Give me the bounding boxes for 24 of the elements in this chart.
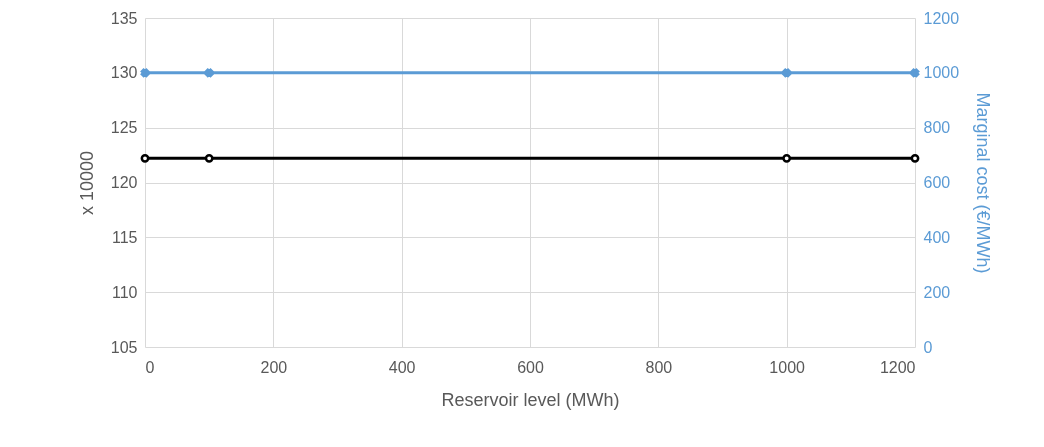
x-tick-label: 1000 <box>769 358 806 376</box>
x-tick-label: 400 <box>388 358 416 376</box>
y2-tick-label: 1000 <box>923 64 960 82</box>
y2-axis-title: Marginal cost (€/MWh) <box>973 92 994 274</box>
y2-tick-label: 1200 <box>923 9 960 27</box>
y2-tick-label: 800 <box>923 119 951 137</box>
y-tick-label: 125 <box>110 119 138 137</box>
y2-tick-label: 400 <box>923 228 951 246</box>
y-tick-label: 135 <box>110 9 138 27</box>
x-tick-label: 200 <box>260 358 288 376</box>
y-tick-label: 105 <box>110 338 138 356</box>
y2-tick-label: 600 <box>923 174 951 191</box>
y2-tick-label: 0 <box>923 338 933 356</box>
y-tick-label: 115 <box>111 228 138 246</box>
x-tick-label: 600 <box>517 358 544 376</box>
y-tick-label: 120 <box>110 174 138 191</box>
y-tick-label: 130 <box>110 64 138 82</box>
y2-tick-label: 200 <box>923 283 951 301</box>
x-tick-label: 800 <box>645 358 673 376</box>
x-tick-label: 0 <box>145 358 155 376</box>
y-axis-title: x 10000 <box>76 150 97 216</box>
x-axis-title: Reservoir level (MWh) <box>441 389 620 410</box>
y-tick-label: 110 <box>111 283 138 301</box>
x-tick-label: 1200 <box>879 358 916 376</box>
